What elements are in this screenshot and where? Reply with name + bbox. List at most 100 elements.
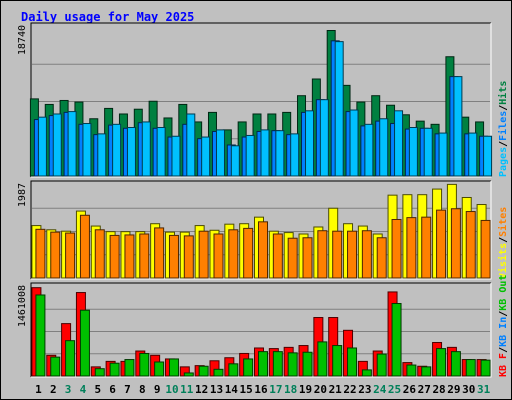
bar-visits-sites-day-16	[258, 221, 268, 279]
bar-hits-pages-day-4	[82, 123, 92, 177]
bar-kbytes-kb-out-day-15	[243, 358, 254, 377]
bar-kbytes-kb-out-day-7	[124, 359, 135, 377]
bar-kbytes-kb-out-day-30	[465, 359, 476, 377]
legend-visits: Visits	[497, 243, 509, 279]
bar-hits-pages-day-13	[215, 129, 225, 177]
bar-visits-sites-day-4	[79, 214, 90, 279]
x-tick-day-27: 27	[418, 383, 431, 396]
legend-separator: /	[498, 105, 509, 111]
bar-hits-pages-day-17	[275, 130, 285, 177]
bar-hits-pages-day-30	[468, 132, 478, 177]
bar-kbytes-kb-out-day-20	[317, 341, 328, 377]
bar-visits-sites-day-9	[154, 227, 165, 279]
y-max-label-kbytes: 1461008	[17, 285, 28, 327]
bar-kbytes-kb-out-day-10	[168, 358, 179, 377]
bar-hits-pages-day-25	[394, 110, 404, 177]
bar-hits-pages-day-14	[230, 145, 240, 177]
bar-visits-sites-day-19	[302, 237, 313, 279]
bar-hits-pages-day-9	[156, 126, 166, 177]
bar-hits-pages-day-6	[112, 123, 122, 177]
bar-visits-sites-day-23	[361, 230, 372, 279]
bar-visits-sites-day-8	[139, 233, 150, 279]
x-tick-day-28: 28	[432, 383, 445, 396]
plot-border-light-visits	[31, 181, 492, 280]
bar-kbytes-kb-out-day-1	[35, 294, 46, 377]
bar-hits-pages-day-22	[349, 109, 359, 177]
x-axis-labels: 1 2 3 4 5 6 7 8 9 10 11 12 13 14 15 16 17 18 19 20 21 22 23 24 2…	[35, 383, 490, 396]
bar-kbytes-kb-out-day-12	[198, 365, 209, 377]
bar-visits-sites-day-5	[94, 229, 105, 279]
bar-kbytes-kb-out-day-13	[213, 368, 224, 377]
bar-hits-pages-day-26	[408, 126, 418, 177]
bar-kbytes-kb-out-day-18	[287, 352, 298, 377]
bar-hits-pages-day-7	[126, 126, 136, 177]
bar-hits-pages-day-23	[364, 123, 374, 177]
y-axis-legend-visits: Visits/Sites	[497, 207, 509, 279]
x-tick-day-7: 7	[124, 383, 131, 396]
y-max-label-visits: 1987	[17, 183, 28, 207]
bar-visits-sites-day-27	[421, 216, 432, 279]
x-tick-day-25: 25	[388, 383, 401, 396]
bar-hits-pages-day-20	[319, 99, 329, 177]
x-tick-day-12: 12	[195, 383, 208, 396]
legend-pages: Pages	[498, 147, 509, 177]
legend-separator: /	[498, 347, 509, 353]
legend-separator: /	[498, 237, 509, 243]
panel-kbytes: 1461008 KB F/KB In/KB Out	[17, 275, 509, 378]
bar-kbytes-kb-out-day-31	[480, 359, 491, 377]
plot-border-light-hits	[31, 23, 492, 178]
bar-kbytes-kb-out-day-25	[391, 303, 402, 377]
x-tick-day-26: 26	[403, 383, 417, 396]
x-tick-day-13: 13	[210, 383, 223, 396]
bar-kbytes-kb-out-day-17	[272, 351, 283, 377]
x-tick-day-18: 18	[284, 383, 297, 396]
legend-hits: Hits	[497, 81, 509, 105]
bar-kbytes-kb-out-day-23	[361, 369, 372, 377]
bar-hits-pages-day-18	[290, 133, 300, 177]
bar-visits-sites-day-30	[465, 211, 476, 279]
panel-visits: 1987 Visits/Sites	[17, 180, 509, 280]
x-tick-day-11: 11	[180, 383, 194, 396]
bar-visits-sites-day-6	[109, 234, 120, 279]
plot-border-dark-visits	[30, 180, 491, 279]
bar-visits-sites-day-22	[347, 230, 358, 279]
x-tick-day-21: 21	[329, 383, 343, 396]
y-axis-legend-kbytes: KB F/KB In/KB Out	[498, 275, 509, 377]
legend-separator: /	[498, 311, 509, 317]
x-tick-day-6: 6	[109, 383, 116, 396]
bar-kbytes-kb-out-day-19	[302, 351, 313, 377]
bar-visits-sites-day-14	[228, 229, 239, 279]
bar-visits-sites-day-2	[50, 231, 61, 279]
bar-visits-sites-day-13	[213, 233, 224, 279]
bar-visits-sites-day-1	[35, 228, 46, 279]
legend-separator: /	[498, 141, 509, 147]
bar-visits-sites-day-21	[332, 230, 343, 279]
bar-hits-pages-day-24	[379, 118, 389, 177]
x-tick-day-30: 30	[462, 383, 475, 396]
x-tick-day-10: 10	[165, 383, 178, 396]
bar-hits-pages-day-10	[171, 135, 181, 177]
bar-hits-pages-day-1	[37, 116, 47, 177]
chart-title: Daily usage for May 2025	[21, 10, 194, 24]
x-tick-day-19: 19	[299, 383, 312, 396]
bar-visits-sites-day-11	[183, 235, 194, 279]
bar-kbytes-kb-out-day-26	[406, 364, 417, 377]
bar-visits-sites-day-7	[124, 234, 135, 279]
bar-hits-pages-day-11	[186, 113, 196, 177]
bar-kbytes-kb-out-day-5	[94, 368, 105, 377]
x-tick-day-5: 5	[94, 383, 101, 396]
x-tick-day-24: 24	[373, 383, 387, 396]
bar-visits-sites-day-20	[317, 230, 328, 279]
legend-sites: Sites	[497, 207, 509, 237]
x-tick-day-31: 31	[477, 383, 491, 396]
bar-kbytes-kb-out-day-6	[109, 362, 120, 377]
bar-kbytes-kb-out-day-29	[450, 351, 461, 377]
bar-hits-pages-day-27	[423, 127, 433, 177]
bar-visits-sites-day-31	[480, 219, 491, 279]
x-tick-day-16: 16	[254, 383, 268, 396]
plot-border-dark-kbytes	[30, 282, 491, 377]
bar-hits-pages-day-8	[141, 121, 151, 177]
bar-hits-pages-day-28	[438, 132, 448, 177]
